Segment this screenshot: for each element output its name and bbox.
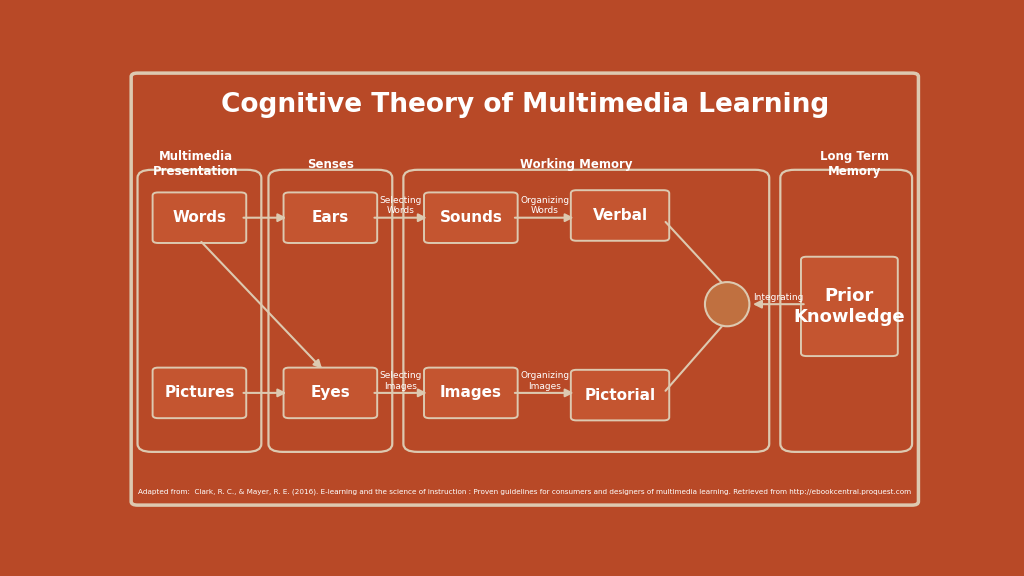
FancyBboxPatch shape [801, 257, 898, 356]
Text: Integrating: Integrating [754, 293, 804, 302]
Text: Pictorial: Pictorial [585, 388, 655, 403]
FancyBboxPatch shape [570, 190, 670, 241]
Text: Multimedia
Presentation: Multimedia Presentation [153, 150, 239, 179]
FancyBboxPatch shape [131, 73, 919, 505]
FancyBboxPatch shape [153, 367, 246, 418]
FancyBboxPatch shape [284, 367, 377, 418]
Text: Selecting
Words: Selecting Words [380, 196, 422, 215]
Text: Words: Words [172, 210, 226, 225]
Text: Organizing
Images: Organizing Images [520, 371, 569, 391]
Text: Selecting
Images: Selecting Images [380, 371, 422, 391]
FancyBboxPatch shape [284, 192, 377, 243]
Text: Eyes: Eyes [310, 385, 350, 400]
Text: Ears: Ears [311, 210, 349, 225]
Text: Working Memory: Working Memory [520, 158, 633, 171]
Text: Long Term
Memory: Long Term Memory [819, 150, 889, 179]
Text: Verbal: Verbal [593, 208, 647, 223]
FancyBboxPatch shape [153, 192, 246, 243]
Text: Organizing
Words: Organizing Words [520, 196, 569, 215]
Text: Sounds: Sounds [439, 210, 503, 225]
Text: Adapted from:  Clark, R. C., & Mayer, R. E. (2016). E-learning and the science o: Adapted from: Clark, R. C., & Mayer, R. … [138, 488, 911, 495]
Text: Pictures: Pictures [164, 385, 234, 400]
Text: Prior
Knowledge: Prior Knowledge [794, 287, 905, 326]
FancyBboxPatch shape [570, 370, 670, 420]
Text: Senses: Senses [307, 158, 354, 171]
FancyBboxPatch shape [424, 367, 518, 418]
Ellipse shape [705, 282, 750, 326]
Text: Cognitive Theory of Multimedia Learning: Cognitive Theory of Multimedia Learning [221, 92, 828, 118]
FancyBboxPatch shape [424, 192, 518, 243]
Text: Images: Images [440, 385, 502, 400]
